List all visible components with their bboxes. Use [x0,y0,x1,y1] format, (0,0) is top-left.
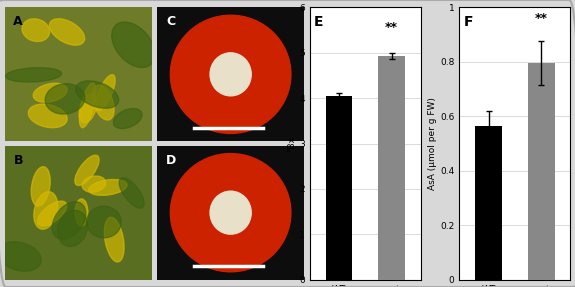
Text: A: A [13,15,23,28]
Ellipse shape [104,217,124,262]
Bar [476,126,502,280]
Ellipse shape [170,154,291,272]
Ellipse shape [49,19,85,45]
Text: C: C [166,15,175,28]
Text: E: E [314,15,324,29]
Ellipse shape [170,15,291,133]
Ellipse shape [113,108,142,129]
Ellipse shape [112,22,155,67]
Ellipse shape [79,83,96,128]
Text: D: D [166,154,176,166]
Bar [378,56,405,280]
Ellipse shape [75,155,99,185]
Ellipse shape [87,206,121,238]
Ellipse shape [33,83,67,102]
Text: B: B [13,154,23,166]
Text: **: ** [535,12,548,25]
Ellipse shape [31,167,50,206]
Ellipse shape [75,199,88,226]
Text: **: ** [385,22,398,34]
Y-axis label: AsA (μmol per g FW): AsA (μmol per g FW) [428,97,438,190]
Ellipse shape [6,68,62,82]
Bar [325,96,352,280]
Ellipse shape [210,53,251,96]
Ellipse shape [93,85,114,120]
Ellipse shape [37,201,67,226]
Ellipse shape [79,94,97,123]
Ellipse shape [22,19,49,42]
Ellipse shape [95,75,115,111]
Ellipse shape [34,192,58,229]
Ellipse shape [82,176,106,192]
Ellipse shape [52,202,86,239]
Ellipse shape [58,210,87,247]
Y-axis label: °Bx: °Bx [288,135,296,152]
Ellipse shape [76,81,118,108]
Ellipse shape [45,84,85,114]
Ellipse shape [119,178,144,208]
Text: F: F [464,15,473,29]
Bar [528,63,554,280]
Ellipse shape [0,242,41,271]
Ellipse shape [210,191,251,234]
Ellipse shape [28,104,67,128]
Ellipse shape [89,179,127,195]
